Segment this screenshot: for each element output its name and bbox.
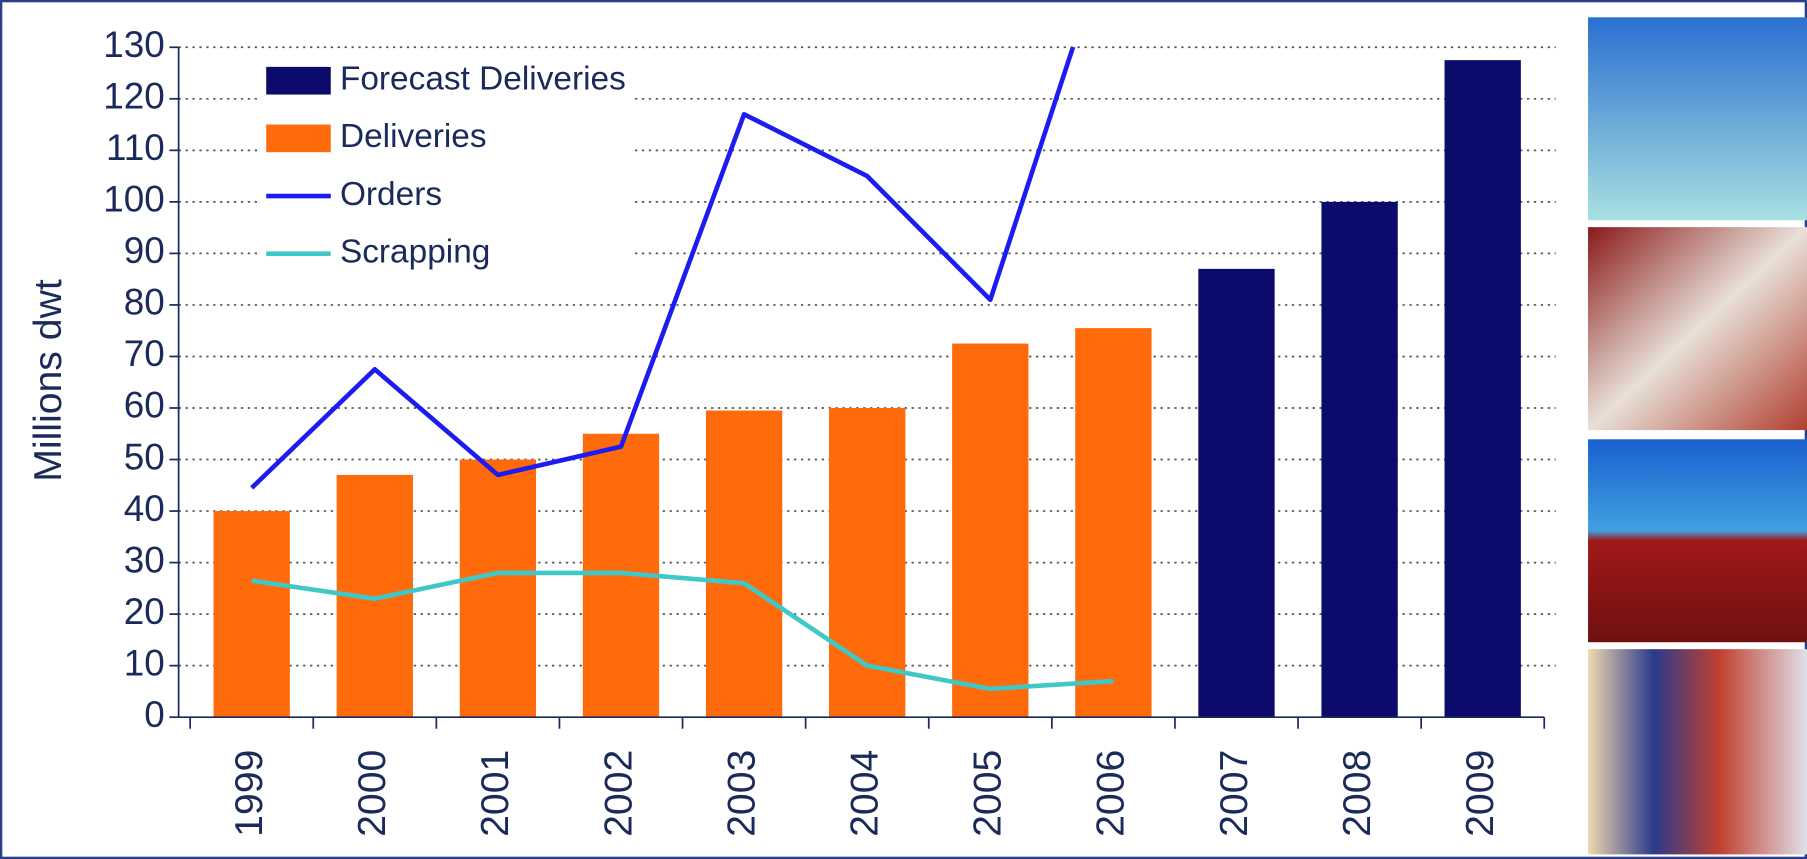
photo (1588, 227, 1807, 430)
y-tick-label: 60 (124, 385, 165, 426)
x-tick-label: 2002 (597, 750, 640, 837)
y-tick-label: 70 (124, 333, 165, 374)
bar (952, 344, 1028, 718)
bar (460, 460, 536, 718)
x-tick-label: 2004 (844, 750, 887, 837)
chart: Millions dwt 0 10 20 30 40 50 60 70 80 90 100 110 12… (0, 0, 1807, 859)
bar (214, 511, 290, 717)
legend-swatch (266, 67, 331, 95)
bar (1075, 328, 1151, 717)
legend-swatch (266, 125, 331, 153)
y-tick-label: 110 (106, 127, 165, 168)
x-tick-label: 2007 (1213, 750, 1256, 837)
y-tick-label: 80 (124, 282, 165, 323)
bar (1321, 202, 1397, 717)
x-tick-label: 2001 (474, 750, 517, 837)
y-tick-label: 0 (144, 694, 165, 735)
y-tick-label: 130 (103, 24, 165, 65)
bar (1198, 269, 1274, 717)
x-tick-label: 2009 (1459, 750, 1502, 837)
x-tick-label: 2003 (720, 750, 763, 837)
legend-label: Deliveries (340, 118, 487, 155)
x-tick-label: 2006 (1090, 750, 1133, 837)
y-tick-label: 40 (124, 488, 165, 529)
x-tick-label: 2008 (1336, 750, 1379, 837)
y-tick-label: 50 (124, 436, 165, 477)
legend-label: Scrapping (340, 233, 490, 270)
photo (1588, 439, 1807, 642)
legend-label: Orders (340, 176, 442, 213)
x-tick-label: 1999 (228, 750, 271, 837)
y-tick-label: 30 (124, 539, 165, 580)
x-tick-label: 2000 (351, 750, 394, 837)
photo (1588, 17, 1807, 220)
photo (1588, 649, 1807, 854)
y-axis-label: Millions dwt (27, 279, 70, 482)
bar (706, 411, 782, 718)
bar (1445, 60, 1521, 717)
y-tick-label: 10 (124, 642, 165, 683)
y-tick-label: 100 (103, 179, 165, 220)
y-tick-label: 120 (103, 76, 165, 117)
legend-label: Forecast Deliveries (340, 61, 626, 98)
x-tick-label: 2005 (967, 750, 1010, 837)
y-tick-label: 20 (124, 591, 165, 632)
y-tick-label: 90 (124, 230, 165, 271)
